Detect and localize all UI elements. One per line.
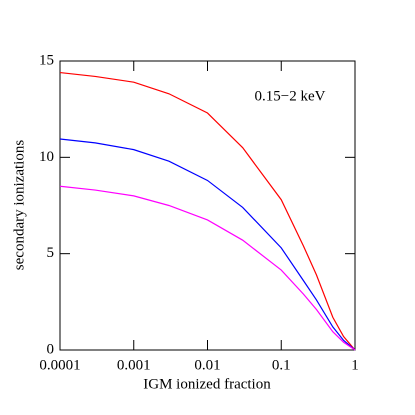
y-tick-label: 15 — [39, 52, 54, 68]
x-tick-label: 0.01 — [194, 357, 220, 373]
x-axis-label: IGM ionized fraction — [143, 376, 271, 392]
x-tick-label: 1 — [351, 357, 359, 373]
annotation: 0.15−2 keV — [255, 88, 326, 104]
line-series — [59, 71, 356, 351]
x-tick-label: 0.1 — [272, 357, 291, 373]
line-series — [59, 138, 356, 351]
x-tick-label: 0.001 — [117, 357, 151, 373]
y-axis-label: secondary ionizations — [11, 140, 27, 271]
line-series — [59, 185, 356, 351]
y-tick-label: 10 — [39, 149, 54, 165]
y-tick-label: 0 — [47, 341, 55, 357]
y-tick-label: 5 — [47, 245, 55, 261]
x-tick-label: 0.0001 — [39, 357, 80, 373]
